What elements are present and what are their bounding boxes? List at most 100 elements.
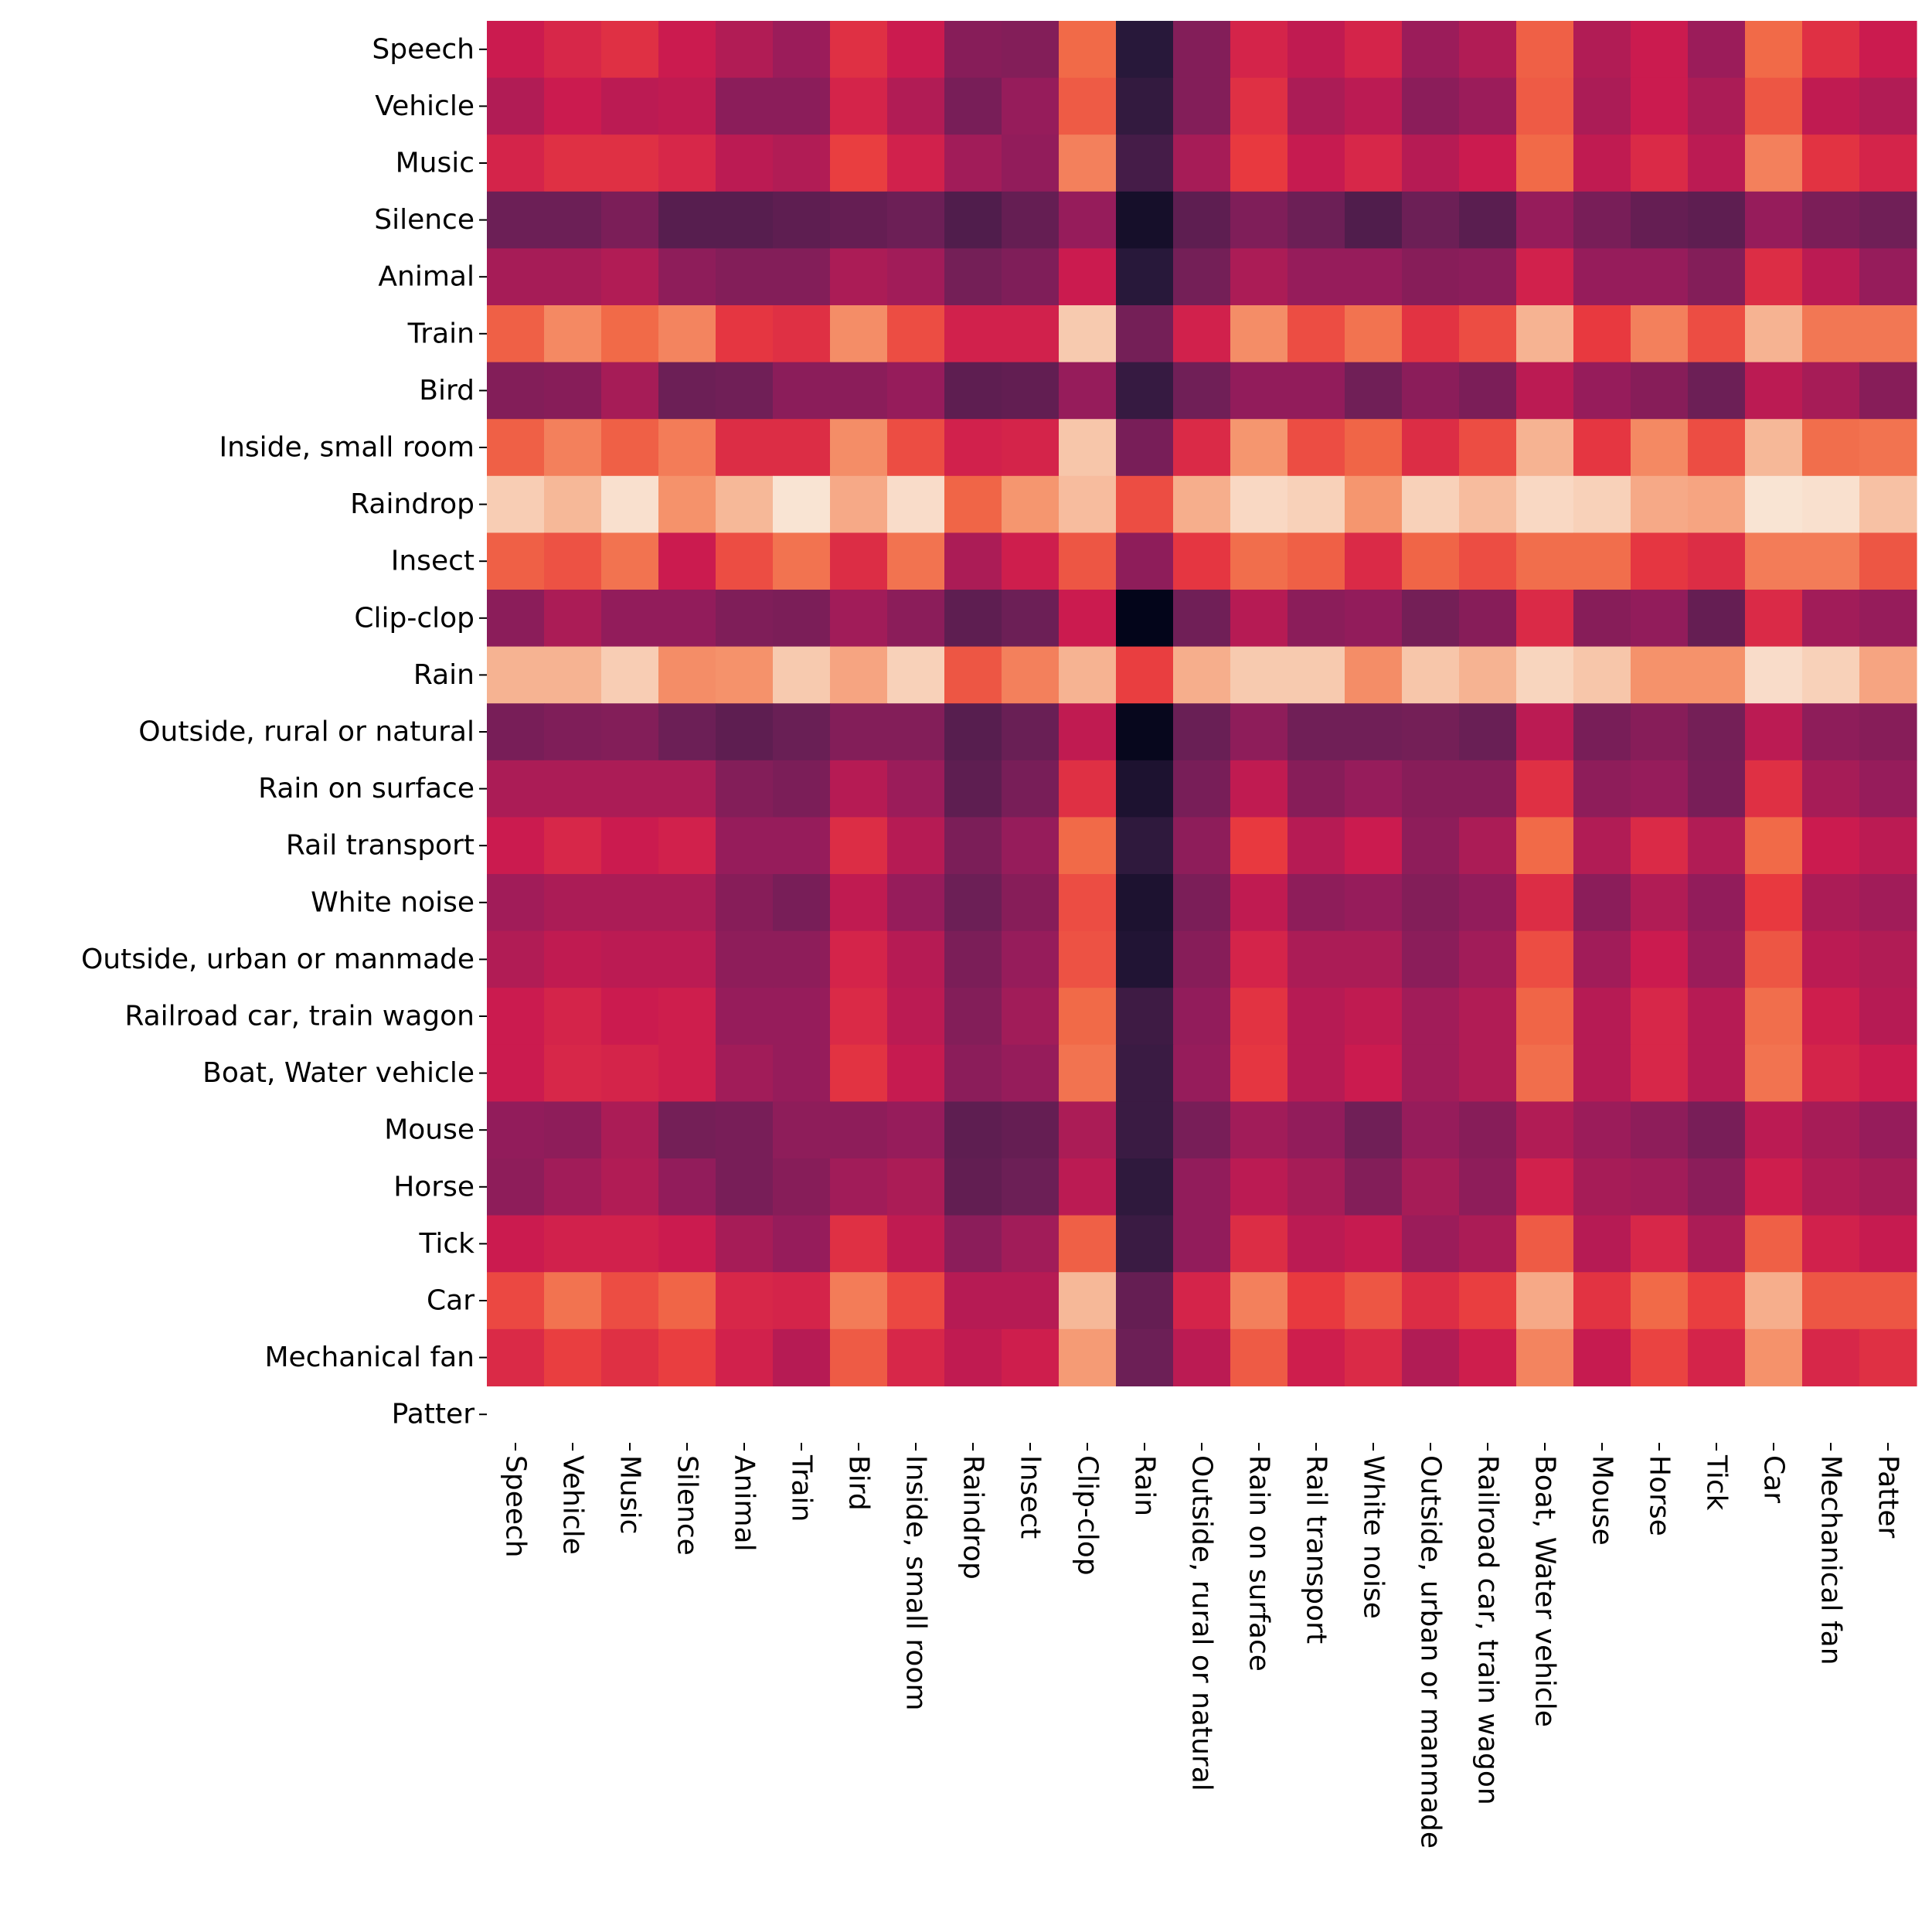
heatmap-cell bbox=[1402, 988, 1460, 1046]
y-tick-label: Insect bbox=[391, 546, 474, 577]
heatmap-cell bbox=[1745, 134, 1803, 192]
heatmap-cell bbox=[1631, 1101, 1689, 1159]
heatmap-cell bbox=[601, 1328, 659, 1386]
heatmap-cell bbox=[1516, 77, 1574, 135]
heatmap-cell bbox=[1173, 305, 1231, 363]
heatmap-cell bbox=[1802, 703, 1860, 761]
heatmap-cell bbox=[773, 77, 831, 135]
heatmap-cell bbox=[658, 305, 716, 363]
heatmap-cell bbox=[544, 1215, 602, 1273]
heatmap-cell bbox=[1173, 930, 1231, 988]
heatmap-cell bbox=[1688, 1272, 1746, 1330]
heatmap-cell bbox=[1116, 1044, 1174, 1102]
heatmap-cell bbox=[1059, 874, 1117, 932]
heatmap-cell bbox=[1516, 362, 1574, 420]
heatmap-cell bbox=[1287, 760, 1345, 818]
heatmap-cell bbox=[1173, 1215, 1231, 1273]
heatmap-cell bbox=[1116, 77, 1174, 135]
heatmap-cell bbox=[1573, 475, 1631, 533]
x-tick-label: Car bbox=[1758, 1455, 1790, 1503]
heatmap-cell bbox=[1745, 1158, 1803, 1216]
heatmap-cell bbox=[830, 475, 888, 533]
heatmap-cell bbox=[1802, 760, 1860, 818]
heatmap-cell bbox=[658, 134, 716, 192]
heatmap-cell bbox=[1116, 760, 1174, 818]
x-tick-label: Outside, rural or natural bbox=[1186, 1455, 1218, 1791]
y-tick-label: Bird bbox=[419, 375, 474, 406]
heatmap-cell bbox=[544, 77, 602, 135]
heatmap-cell bbox=[1459, 248, 1517, 306]
heatmap-cell bbox=[1345, 305, 1403, 363]
heatmap-cell bbox=[1002, 475, 1060, 533]
heatmap-cell bbox=[487, 475, 545, 533]
heatmap-cell bbox=[1116, 1215, 1174, 1273]
heatmap-cell bbox=[1859, 1101, 1917, 1159]
heatmap-cell bbox=[658, 248, 716, 306]
heatmap-cell bbox=[887, 475, 945, 533]
heatmap-cell bbox=[830, 1158, 888, 1216]
heatmap-cell bbox=[1631, 590, 1689, 648]
heatmap-cell bbox=[944, 475, 1002, 533]
heatmap-cell bbox=[487, 703, 545, 761]
heatmap-cell bbox=[830, 817, 888, 875]
heatmap-cell bbox=[487, 1101, 545, 1159]
heatmap-cell bbox=[1745, 988, 1803, 1046]
heatmap-cell bbox=[887, 532, 945, 590]
y-tick-label: Rain on surface bbox=[258, 773, 474, 804]
heatmap-cell bbox=[1059, 475, 1117, 533]
heatmap-cell bbox=[658, 1101, 716, 1159]
heatmap-cell bbox=[1287, 419, 1345, 477]
heatmap-cell bbox=[658, 1215, 716, 1273]
heatmap-cell bbox=[1745, 1044, 1803, 1102]
heatmap-cell bbox=[1173, 248, 1231, 306]
heatmap-cell bbox=[1516, 988, 1574, 1046]
heatmap-cell bbox=[1059, 134, 1117, 192]
heatmap-cell bbox=[1516, 1272, 1574, 1330]
heatmap-cell bbox=[1688, 134, 1746, 192]
heatmap-cell bbox=[1116, 874, 1174, 932]
heatmap-cell bbox=[658, 1044, 716, 1102]
heatmap-cell bbox=[1002, 134, 1060, 192]
heatmap-cell bbox=[1802, 1101, 1860, 1159]
heatmap-cell bbox=[1116, 532, 1174, 590]
heatmap-cell bbox=[1859, 1328, 1917, 1386]
heatmap-cell bbox=[716, 646, 774, 704]
heatmap-cell bbox=[944, 248, 1002, 306]
heatmap-cell bbox=[601, 191, 659, 249]
x-tick-label: Vehicle bbox=[557, 1455, 589, 1555]
heatmap-cell bbox=[1287, 703, 1345, 761]
heatmap-cell bbox=[601, 21, 659, 79]
heatmap-cell bbox=[1345, 475, 1403, 533]
heatmap-cell bbox=[601, 874, 659, 932]
heatmap-cell bbox=[1345, 988, 1403, 1046]
heatmap-cell bbox=[887, 1272, 945, 1330]
heatmap-cell bbox=[1116, 1272, 1174, 1330]
heatmap-cell bbox=[1059, 77, 1117, 135]
heatmap-cell bbox=[1802, 1158, 1860, 1216]
heatmap-cell bbox=[1116, 1101, 1174, 1159]
heatmap-cell bbox=[1402, 134, 1460, 192]
heatmap-cell bbox=[830, 874, 888, 932]
heatmap-cell bbox=[487, 1158, 545, 1216]
heatmap-cell bbox=[1688, 362, 1746, 420]
heatmap-cell bbox=[658, 817, 716, 875]
heatmap-cell bbox=[1688, 646, 1746, 704]
heatmap-cell bbox=[1345, 134, 1403, 192]
x-axis: Speech Vehicle Music Silence Animal Train Bird… bbox=[500, 1443, 1904, 1849]
heatmap-cell bbox=[716, 1044, 774, 1102]
heatmap-cell bbox=[1745, 1272, 1803, 1330]
heatmap-cell bbox=[1516, 248, 1574, 306]
heatmap-cell bbox=[1230, 1101, 1288, 1159]
y-tick-label: Train bbox=[407, 318, 474, 349]
heatmap-cell bbox=[1059, 532, 1117, 590]
heatmap-cell bbox=[1516, 817, 1574, 875]
heatmap-cell bbox=[887, 874, 945, 932]
heatmap-cell bbox=[944, 77, 1002, 135]
heatmap-cell bbox=[1516, 419, 1574, 477]
heatmap-cell bbox=[1459, 1158, 1517, 1216]
heatmap-cell bbox=[1516, 305, 1574, 363]
heatmap-cell bbox=[716, 419, 774, 477]
heatmap-cell bbox=[716, 21, 774, 79]
heatmap-cell bbox=[1116, 703, 1174, 761]
heatmap-cell bbox=[944, 1158, 1002, 1216]
